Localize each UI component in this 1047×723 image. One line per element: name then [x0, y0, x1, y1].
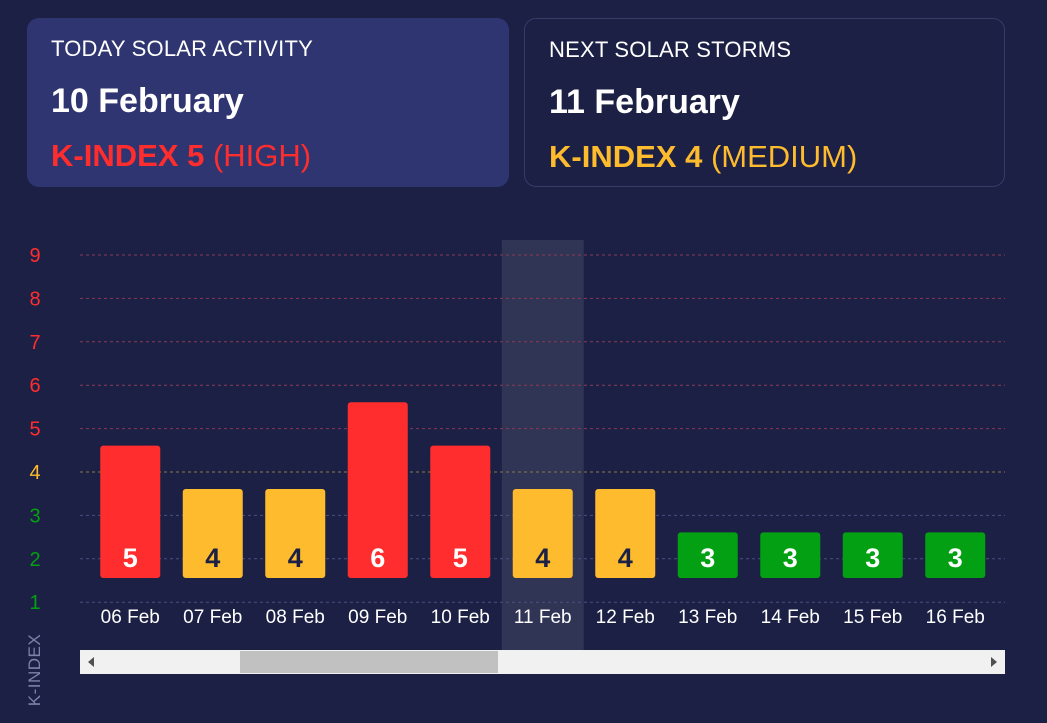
- bar-value-label: 3: [700, 543, 715, 573]
- y-tick-label: 5: [29, 419, 40, 441]
- x-tick-label: 15 Feb: [843, 607, 902, 628]
- bar-value-label: 4: [205, 543, 220, 573]
- bar-value-label: 3: [783, 543, 798, 573]
- highlight-band: [501, 240, 584, 650]
- bar: [182, 489, 243, 578]
- next-kindex: K-INDEX 4 (MEDIUM): [549, 139, 980, 175]
- next-label: NEXT SOLAR STORMS: [549, 37, 792, 62]
- next-date: 11 February: [549, 83, 740, 121]
- next-kindex-level: (MEDIUM): [710, 139, 858, 174]
- bar: [100, 445, 161, 578]
- y-tick-label: 9: [29, 245, 40, 267]
- y-tick-label: 3: [29, 505, 40, 527]
- y-tick-label: 7: [29, 332, 40, 354]
- bar-value-label: 5: [453, 543, 468, 573]
- scroll-thumb[interactable]: [240, 651, 498, 673]
- bar-value-label: 4: [288, 543, 303, 573]
- x-tick-label: 07 Feb: [183, 607, 242, 628]
- next-storms-card: NEXT SOLAR STORMS 11 February K-INDEX 4 …: [524, 18, 1005, 187]
- today-kindex-level: (HIGH): [212, 138, 312, 173]
- x-tick-label: 09 Feb: [348, 607, 407, 628]
- x-tick-label: 08 Feb: [266, 607, 325, 628]
- scroll-right-icon[interactable]: [991, 657, 997, 667]
- bar: [842, 532, 903, 578]
- x-tick-label: 13 Feb: [678, 607, 737, 628]
- x-tick-label: 16 Feb: [926, 607, 985, 628]
- x-tick-label: 14 Feb: [761, 607, 820, 628]
- bar-value-label: 6: [370, 543, 385, 573]
- bar: [677, 532, 738, 578]
- bar: [430, 445, 491, 578]
- y-tick-label: 8: [29, 288, 40, 310]
- today-date: 10 February: [51, 82, 244, 120]
- bar-value-label: 4: [618, 543, 633, 573]
- bar: [760, 532, 821, 578]
- y-tick-label: 2: [29, 549, 40, 571]
- bar: [925, 532, 986, 578]
- bar: [347, 402, 408, 578]
- x-tick-label: 11 Feb: [514, 607, 572, 628]
- bar: [512, 489, 573, 578]
- bar: [595, 489, 656, 578]
- x-tick-label: 12 Feb: [596, 607, 655, 628]
- bar-value-label: 5: [123, 543, 138, 573]
- scroll-left-icon[interactable]: [88, 657, 94, 667]
- bar-value-label: 3: [948, 543, 963, 573]
- y-tick-label: 6: [29, 375, 40, 397]
- bar-value-label: 3: [865, 543, 880, 573]
- y-axis-title: K-INDEX: [25, 633, 44, 707]
- today-kindex-value: K-INDEX 5: [51, 138, 205, 173]
- bar-value-label: 4: [535, 543, 550, 573]
- today-activity-card: TODAY SOLAR ACTIVITY 10 February K-INDEX…: [27, 18, 509, 187]
- x-tick-label: 10 Feb: [431, 607, 490, 628]
- bar: [265, 489, 326, 578]
- today-label: TODAY SOLAR ACTIVITY: [51, 36, 313, 61]
- next-kindex-value: K-INDEX 4: [549, 139, 703, 174]
- y-tick-label: 4: [29, 462, 40, 484]
- chart-scrollbar[interactable]: [80, 650, 1005, 674]
- y-tick-label: 1: [29, 592, 40, 614]
- today-kindex: K-INDEX 5 (HIGH): [51, 138, 485, 174]
- x-tick-label: 06 Feb: [101, 607, 160, 628]
